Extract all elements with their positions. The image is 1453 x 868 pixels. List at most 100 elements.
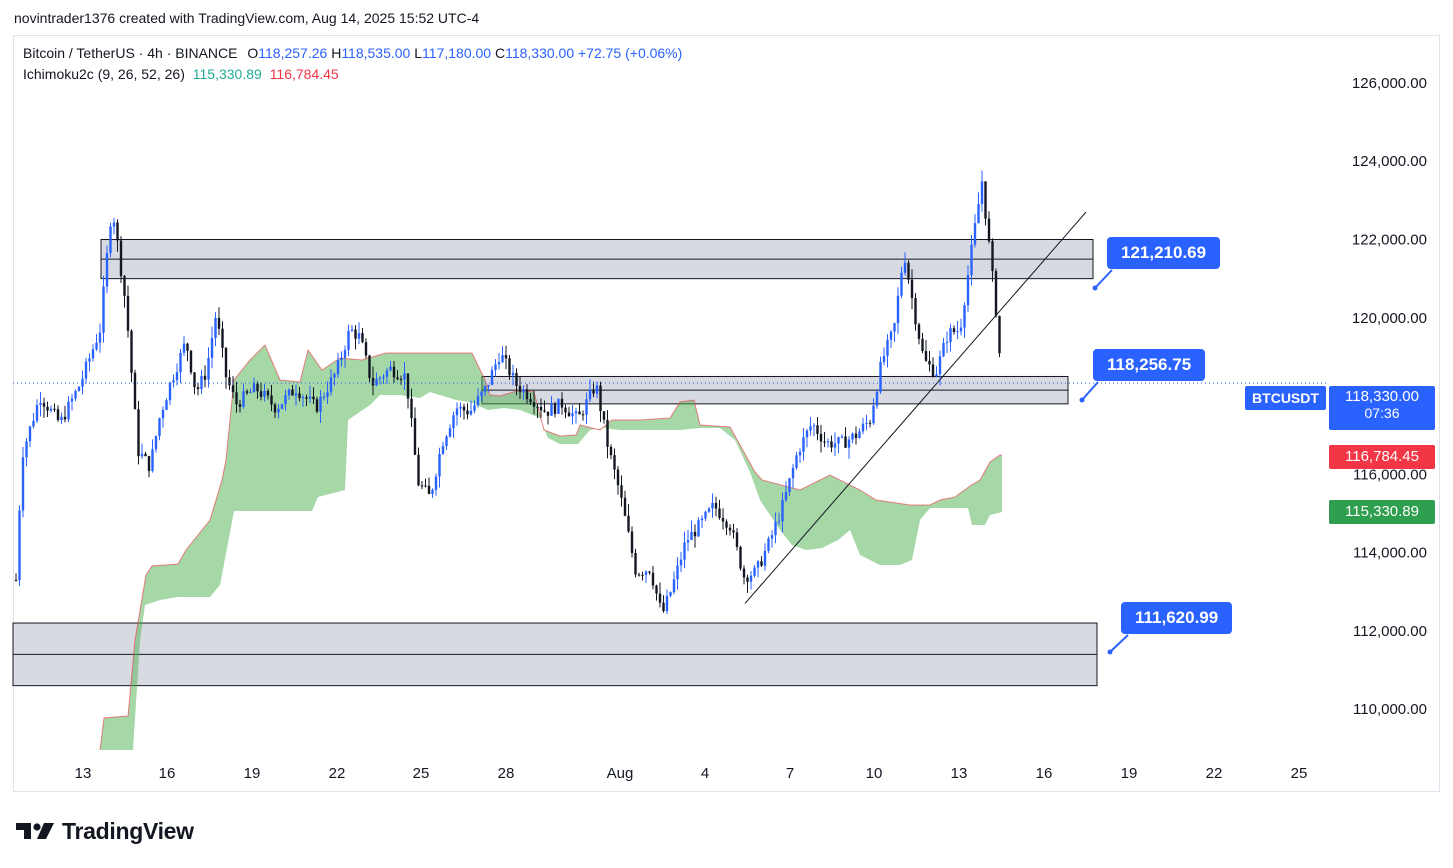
- candle-body: [837, 437, 840, 444]
- candle-body: [704, 511, 707, 519]
- callout-resistance[interactable]: 121,210.69: [1107, 237, 1221, 269]
- candle-body: [487, 384, 490, 387]
- chart-frame: [13, 35, 1440, 792]
- candle-body: [658, 593, 662, 603]
- candle-body: [196, 387, 200, 390]
- candle-body: [893, 323, 896, 332]
- candle-body: [812, 425, 816, 427]
- candle-body: [452, 415, 455, 429]
- candle-body: [623, 497, 627, 516]
- candle-body: [672, 579, 676, 593]
- candle-body: [21, 457, 25, 511]
- price-axis-label: 110,000.00: [1353, 701, 1427, 718]
- indicator-legend[interactable]: Ichimoku2c (9, 26, 52, 26) 115,330.89 11…: [23, 66, 339, 82]
- candle-body: [497, 362, 501, 365]
- candle-body: [574, 411, 578, 414]
- candle-body: [868, 422, 872, 424]
- candle-body: [756, 561, 760, 568]
- callout-pointer: [1109, 634, 1129, 653]
- candle-body: [179, 352, 182, 373]
- candle-body: [266, 390, 270, 396]
- candle-body: [95, 342, 98, 350]
- candle-body: [476, 396, 480, 406]
- candle-body: [105, 253, 109, 287]
- candle-body: [809, 426, 812, 431]
- candle-body: [725, 521, 728, 528]
- candle-body: [224, 347, 228, 378]
- candle-body: [585, 399, 588, 415]
- candle-body: [693, 531, 697, 537]
- tradingview-logo-icon: [16, 823, 54, 839]
- candle-body: [595, 385, 599, 394]
- candle-body: [74, 391, 77, 399]
- candle-body: [494, 364, 497, 371]
- candle-body: [963, 305, 966, 328]
- candle-body: [466, 410, 469, 415]
- candle-body: [368, 355, 371, 379]
- candle-body: [886, 339, 889, 356]
- candle-body: [256, 383, 259, 392]
- candle-body: [242, 391, 245, 407]
- candle-body: [403, 373, 406, 380]
- price-axis-label: 114,000.00: [1353, 545, 1427, 562]
- callout-anchor-dot: [1092, 285, 1098, 291]
- candle-body: [931, 364, 935, 377]
- high-label: H: [331, 45, 342, 61]
- candle-body: [686, 540, 690, 543]
- candle-body: [130, 330, 133, 373]
- candle-body: [613, 455, 616, 470]
- candle-body: [571, 413, 574, 417]
- candle-body: [32, 420, 35, 427]
- candle-body: [396, 377, 399, 380]
- time-axis-label: 13: [75, 765, 92, 782]
- bar-countdown: 07:36: [1364, 405, 1400, 421]
- callout-support[interactable]: 111,620.99: [1121, 602, 1233, 634]
- callout-mid-zone[interactable]: 118,256.75: [1093, 349, 1206, 381]
- candle-body: [847, 439, 851, 448]
- indicator-value-1: 115,330.89: [192, 66, 262, 82]
- candle-body: [546, 411, 550, 416]
- candle-body: [329, 377, 333, 393]
- time-axis-label: 13: [951, 765, 968, 782]
- time-axis-label: 16: [159, 765, 176, 782]
- price-axis-label: 120,000.00: [1352, 310, 1427, 327]
- candle-body: [620, 485, 623, 498]
- candle-body: [760, 561, 763, 566]
- candle-body: [980, 181, 984, 204]
- candle-body: [473, 405, 476, 411]
- candle-body: [301, 397, 305, 399]
- candle-body: [270, 395, 273, 405]
- time-axis-label: 16: [1036, 765, 1053, 782]
- candle-body: [763, 550, 767, 566]
- candle-body: [714, 502, 718, 509]
- candle-body: [735, 532, 739, 548]
- candle-body: [504, 355, 508, 359]
- candle-body: [984, 181, 987, 219]
- candle-body: [700, 518, 704, 521]
- candle-body: [98, 332, 102, 343]
- candle-body: [336, 360, 340, 375]
- trendline: [744, 211, 1087, 604]
- candle-body: [245, 391, 249, 393]
- indicator-title[interactable]: Ichimoku2c (9, 26, 52, 26): [23, 66, 185, 82]
- candle-body: [305, 397, 308, 399]
- candle-body: [238, 404, 242, 407]
- symbol-legend[interactable]: Bitcoin / TetherUS · 4h · BINANCE O118,2…: [23, 45, 682, 61]
- symbol-title[interactable]: Bitcoin / TetherUS · 4h · BINANCE: [23, 45, 238, 61]
- candle-body: [490, 370, 494, 385]
- candle-body: [564, 407, 567, 413]
- candle-body: [49, 408, 53, 411]
- time-axis-label: 4: [701, 765, 709, 782]
- candle-body: [511, 372, 515, 376]
- tradingview-logo[interactable]: TradingView: [16, 816, 194, 846]
- candle-body: [315, 399, 319, 412]
- candle-body: [88, 358, 91, 362]
- candle-body: [424, 485, 427, 487]
- candle-body: [231, 385, 235, 393]
- candle-body: [448, 428, 452, 437]
- candle-body: [819, 433, 823, 442]
- price-axis-label: 116,000.00: [1353, 466, 1427, 483]
- candle-body: [375, 378, 378, 386]
- candle-body: [147, 456, 151, 471]
